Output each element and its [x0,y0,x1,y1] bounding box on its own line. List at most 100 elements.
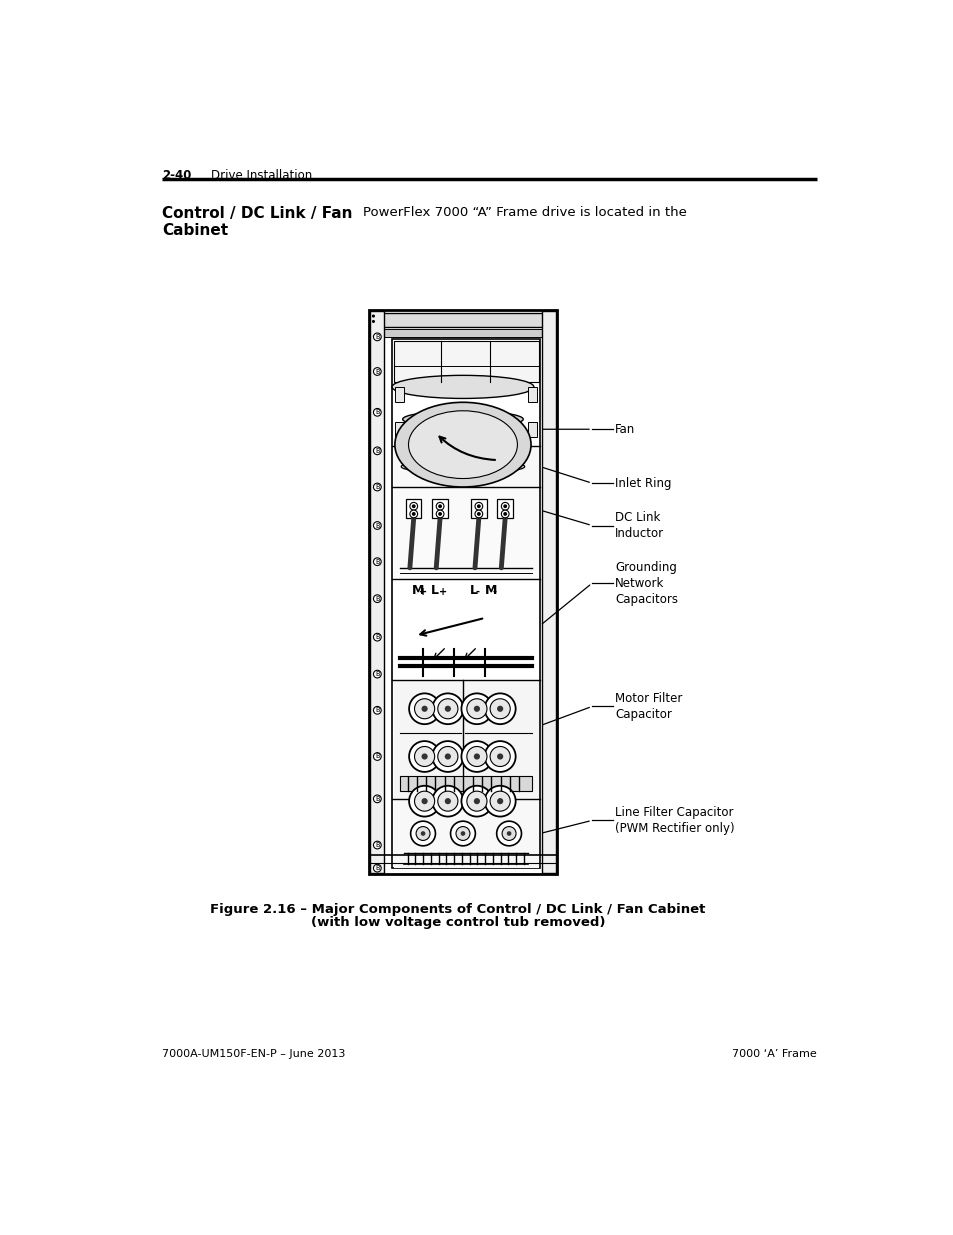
Text: B: B [375,409,379,415]
Circle shape [503,504,507,508]
Circle shape [437,746,457,767]
Circle shape [474,753,479,760]
Circle shape [409,741,439,772]
Text: (with low voltage control tub removed): (with low voltage control tub removed) [311,916,604,929]
Text: B: B [375,448,379,453]
Circle shape [490,746,510,767]
Text: 7000A-UM150F-EN-P – June 2013: 7000A-UM150F-EN-P – June 2013 [162,1049,345,1060]
Bar [394,679,537,799]
Bar [395,421,404,437]
Circle shape [373,368,381,375]
Circle shape [461,785,492,816]
Circle shape [373,671,381,678]
Circle shape [373,706,381,714]
Circle shape [461,693,492,724]
Text: B: B [375,866,379,871]
Ellipse shape [398,426,526,438]
Text: B: B [375,522,379,529]
Circle shape [409,785,439,816]
Bar [527,421,537,437]
Text: 7000 ‘A’ Frame: 7000 ‘A’ Frame [731,1049,816,1060]
Circle shape [461,741,492,772]
Text: PowerFlex 7000 “A” Frame drive is located in the: PowerFlex 7000 “A” Frame drive is locate… [363,206,686,219]
Circle shape [444,753,451,760]
Bar [497,499,513,517]
Text: M: M [484,584,497,598]
Circle shape [416,826,430,841]
Circle shape [373,634,381,641]
Circle shape [432,693,463,724]
Circle shape [373,752,381,761]
Circle shape [460,831,465,836]
Bar [527,387,537,403]
Text: B: B [375,484,379,490]
Circle shape [410,821,435,846]
Circle shape [373,483,381,490]
Circle shape [497,798,503,804]
Circle shape [474,705,479,711]
Text: B: B [375,842,379,848]
Circle shape [450,821,475,846]
Text: Control / DC Link / Fan: Control / DC Link / Fan [162,206,352,221]
Circle shape [490,792,510,811]
Circle shape [412,513,416,516]
Bar [370,311,384,873]
Bar [394,799,537,868]
Bar [394,341,537,382]
Text: B: B [375,595,379,601]
Circle shape [409,693,439,724]
Circle shape [412,504,416,508]
Circle shape [444,798,451,804]
Text: Line Filter Capacitor
(PWM Rectifier only): Line Filter Capacitor (PWM Rectifier onl… [615,806,734,835]
Text: Grounding
Network
Capacitors: Grounding Network Capacitors [615,561,678,605]
Text: B: B [375,368,379,374]
Circle shape [497,705,503,711]
Circle shape [373,447,381,454]
Circle shape [466,746,486,767]
Circle shape [421,705,427,711]
Circle shape [490,699,510,719]
Ellipse shape [408,411,517,478]
Text: B: B [375,634,379,640]
Bar [399,776,532,792]
Circle shape [444,705,451,711]
Circle shape [373,409,381,416]
Text: L: L [469,584,477,598]
Text: L: L [431,584,438,598]
Text: 2-40: 2-40 [162,169,191,182]
Bar [394,487,537,579]
Text: Figure 2.16 – Major Components of Control / DC Link / Fan Cabinet: Figure 2.16 – Major Components of Contro… [210,903,705,916]
Circle shape [476,513,480,516]
Text: Inlet Ring: Inlet Ring [615,477,671,489]
Text: B: B [375,558,379,564]
Circle shape [373,333,381,341]
Circle shape [373,521,381,530]
Bar [369,310,557,874]
Text: -: - [476,587,479,597]
Circle shape [497,753,503,760]
Circle shape [503,513,507,516]
Text: +: + [438,587,446,597]
Circle shape [373,558,381,566]
Circle shape [484,785,516,816]
Text: Fan: Fan [615,422,635,436]
Ellipse shape [414,459,512,473]
Circle shape [437,699,457,719]
Circle shape [415,699,435,719]
Circle shape [466,792,486,811]
Circle shape [421,753,427,760]
Circle shape [500,510,509,517]
Bar [376,330,549,337]
Circle shape [437,504,441,508]
Ellipse shape [392,375,534,399]
Circle shape [476,504,480,508]
Circle shape [475,503,482,510]
Text: B: B [375,708,379,714]
Bar [370,312,555,327]
Ellipse shape [402,411,522,427]
Circle shape [372,315,375,317]
Text: -: - [493,587,497,597]
Circle shape [497,821,521,846]
Bar [541,311,555,873]
Bar [392,340,539,868]
